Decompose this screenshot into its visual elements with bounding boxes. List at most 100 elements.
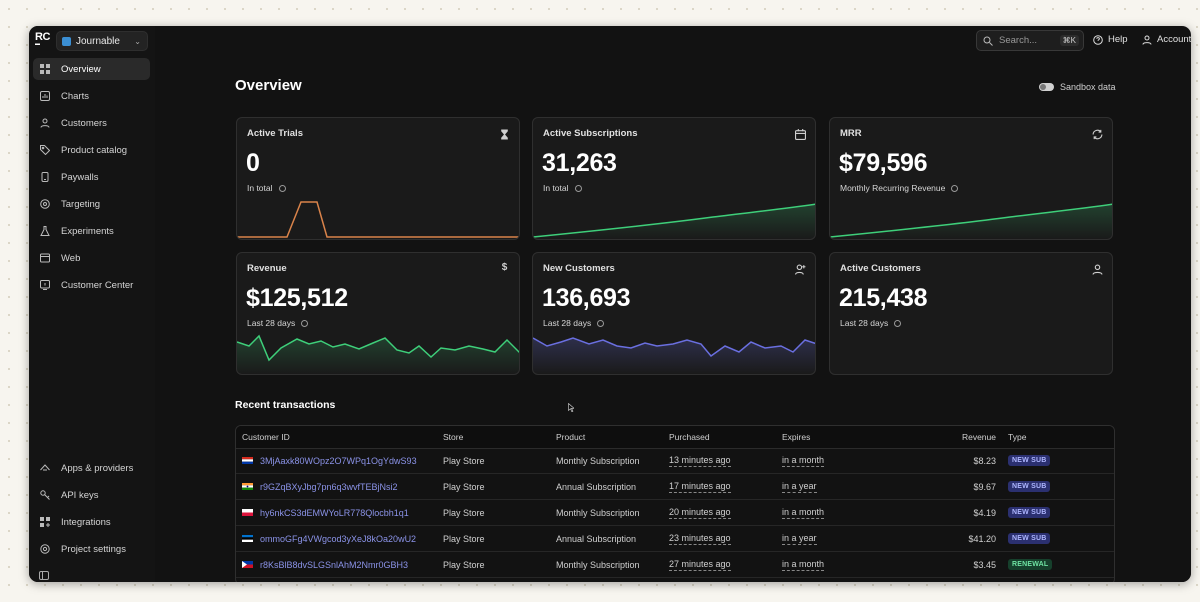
purchased-time: 13 minutes ago (669, 454, 731, 467)
search-input[interactable]: Search... ⌘K (976, 30, 1084, 51)
customer-id-link[interactable]: ommoGFg4VWgcod3yXeJ8kOa20wU2 (260, 533, 417, 544)
product-cell: Annual Subscription (556, 481, 637, 492)
card-subtitle-text: Last 28 days (247, 318, 296, 328)
card-subtitle-text: In total (247, 183, 273, 193)
card-subtitle: Last 28 days (247, 318, 309, 328)
purchased-cell: 17 minutes ago (669, 474, 731, 499)
sidebar-item-overview[interactable]: Overview (33, 58, 150, 80)
customer-id-link[interactable]: r9GZqBXyJbg7pn6q3wvfTEBjNsi2 (260, 481, 398, 492)
customer-id-link[interactable]: 3MjAaxk80WOpz2O7WPq1OgYdwS93 (260, 455, 417, 466)
status-badge: RENEWAL (1008, 559, 1053, 570)
help-label: Help (1108, 34, 1128, 45)
flag-poland-icon (242, 509, 253, 516)
main-content: Overview Sandbox data Active Trials 0 In… (155, 56, 1191, 582)
card-active-customers[interactable]: Active Customers 215,438 Last 28 days (829, 252, 1113, 375)
sidebar-item-label: Integrations (61, 516, 111, 528)
column-header[interactable]: Revenue (961, 432, 996, 442)
account-link[interactable]: Account (1142, 34, 1191, 45)
status-badge: NEW SUB (1008, 455, 1051, 466)
sidebar-item-charts[interactable]: Charts (33, 85, 150, 107)
sidebar-item-product-catalog[interactable]: Product catalog (33, 139, 150, 161)
card-subtitle: In total (247, 183, 286, 193)
customer-id-cell[interactable]: hy6nkCS3dEMWYoLR778Qlocbh1q1 (242, 500, 409, 525)
sidebar-item-customers[interactable]: Customers (33, 112, 150, 134)
sidebar-item-project-settings[interactable]: Project settings (33, 538, 150, 560)
sidebar-item-label: Overview (61, 63, 101, 75)
customer-id-link[interactable]: hy6nkCS3dEMWYoLR778Qlocbh1q1 (260, 507, 409, 518)
status-badge: NEW SUB (1008, 533, 1051, 544)
user-plus-icon (795, 262, 806, 275)
expires-time: in a month (782, 454, 825, 467)
flag-paraguay-icon (242, 457, 253, 464)
sidebar-item-paywalls[interactable]: Paywalls (33, 166, 150, 188)
project-selector[interactable]: Journable ⌄ (56, 31, 148, 51)
card-active-trials[interactable]: Active Trials 0 In total (236, 117, 520, 240)
sidebar-item-label: Targeting (61, 198, 101, 210)
info-icon[interactable] (951, 184, 959, 192)
new-customers-sparkline (533, 337, 815, 374)
info-icon[interactable] (278, 184, 286, 192)
column-header[interactable]: Customer ID (242, 432, 290, 442)
table-row[interactable]: ommoGFg4VWgcod3yXeJ8kOa20wU2 Play Store … (236, 526, 1114, 552)
grid-plus-icon (39, 516, 51, 528)
table-row[interactable]: r8KsBlB8dvSLGSnlAhM2Nmr0GBH3 Play Store … (236, 552, 1114, 578)
info-icon[interactable] (894, 319, 902, 327)
customer-id-link[interactable]: r8KsBlB8dvSLGSnlAhM2Nmr0GBH3 (260, 559, 409, 570)
sidebar-item-api-keys[interactable]: API keys (33, 484, 150, 506)
table-row[interactable]: 3MjAaxk80WOpz2O7WPq1OgYdwS93 Play Store … (236, 448, 1114, 474)
card-value: 215,438 (839, 284, 928, 312)
column-header[interactable]: Type (1008, 432, 1027, 442)
customer-id-cell[interactable]: 3MjAaxk80WOpz2O7WPq1OgYdwS93 (242, 448, 417, 473)
expires-cell: in a month (782, 448, 825, 473)
table-row[interactable]: r9GZqBXyJbg7pn6q3wvfTEBjNsi2 Play Store … (236, 474, 1114, 500)
info-icon[interactable] (597, 319, 605, 327)
help-link[interactable]: Help (1093, 34, 1128, 45)
sidebar-item-label: Charts (61, 90, 89, 102)
column-header[interactable]: Purchased (669, 432, 710, 442)
sidebar-collapse-icon[interactable] (39, 571, 49, 580)
active-trials-sparkline (237, 201, 519, 238)
sidebar-item-label: Customer Center (61, 279, 134, 291)
purchased-time: 17 minutes ago (669, 480, 731, 493)
type-cell: NEW SUB (1008, 526, 1051, 551)
chart-icon (39, 90, 51, 102)
revenue-sparkline (237, 334, 519, 374)
card-value: 31,263 (542, 149, 617, 177)
sandbox-toggle-row[interactable]: Sandbox data (1039, 82, 1116, 92)
column-header[interactable]: Expires (782, 432, 811, 442)
expires-time: in a month (782, 558, 825, 571)
card-title: Active Subscriptions (543, 128, 638, 139)
revenue-cell: $3.45 (973, 559, 996, 570)
key-icon (39, 489, 51, 501)
app-logo[interactable]: RC ▬ (35, 31, 50, 47)
info-icon[interactable] (574, 184, 582, 192)
expires-cell: in a month (782, 552, 825, 577)
sidebar-item-integrations[interactable]: Integrations (33, 511, 150, 533)
info-icon[interactable] (301, 319, 309, 327)
card-new-customers[interactable]: New Customers 136,693 Last 28 days (532, 252, 816, 375)
type-cell: NEW SUB (1008, 474, 1051, 499)
product-cell: Monthly Subscription (556, 559, 640, 570)
card-mrr[interactable]: MRR $79,596 Monthly Recurring Revenue (829, 117, 1113, 240)
card-subtitle: Last 28 days (543, 318, 605, 328)
sidebar-item-web[interactable]: Web (33, 247, 150, 269)
card-title: Revenue (247, 263, 287, 274)
expires-cell: in a month (782, 500, 825, 525)
column-header[interactable]: Product (556, 432, 586, 442)
card-revenue[interactable]: Revenue $ $125,512 Last 28 days (236, 252, 520, 375)
customer-id-cell[interactable]: ommoGFg4VWgcod3yXeJ8kOa20wU2 (242, 526, 416, 551)
sidebar-item-customer-center[interactable]: Customer Center (33, 274, 150, 296)
customer-id-cell[interactable]: r9GZqBXyJbg7pn6q3wvfTEBjNsi2 (242, 474, 398, 499)
sandbox-toggle[interactable] (1039, 83, 1054, 91)
card-active-subscriptions[interactable]: Active Subscriptions 31,263 In total (532, 117, 816, 240)
sidebar-item-experiments[interactable]: Experiments (33, 220, 150, 242)
customer-id-cell[interactable]: r8KsBlB8dvSLGSnlAhM2Nmr0GBH3 (242, 552, 408, 577)
sidebar-item-label: Customers (61, 117, 107, 129)
sidebar-item-targeting[interactable]: Targeting (33, 193, 150, 215)
column-header[interactable]: Store (443, 432, 464, 442)
revenue-cell: $4.19 (973, 507, 996, 518)
card-value: 0 (246, 149, 260, 177)
sidebar-item-apps-providers[interactable]: Apps & providers (33, 457, 150, 479)
purchased-cell: 27 minutes ago (669, 552, 731, 577)
table-row[interactable]: hy6nkCS3dEMWYoLR778Qlocbh1q1 Play Store … (236, 500, 1114, 526)
